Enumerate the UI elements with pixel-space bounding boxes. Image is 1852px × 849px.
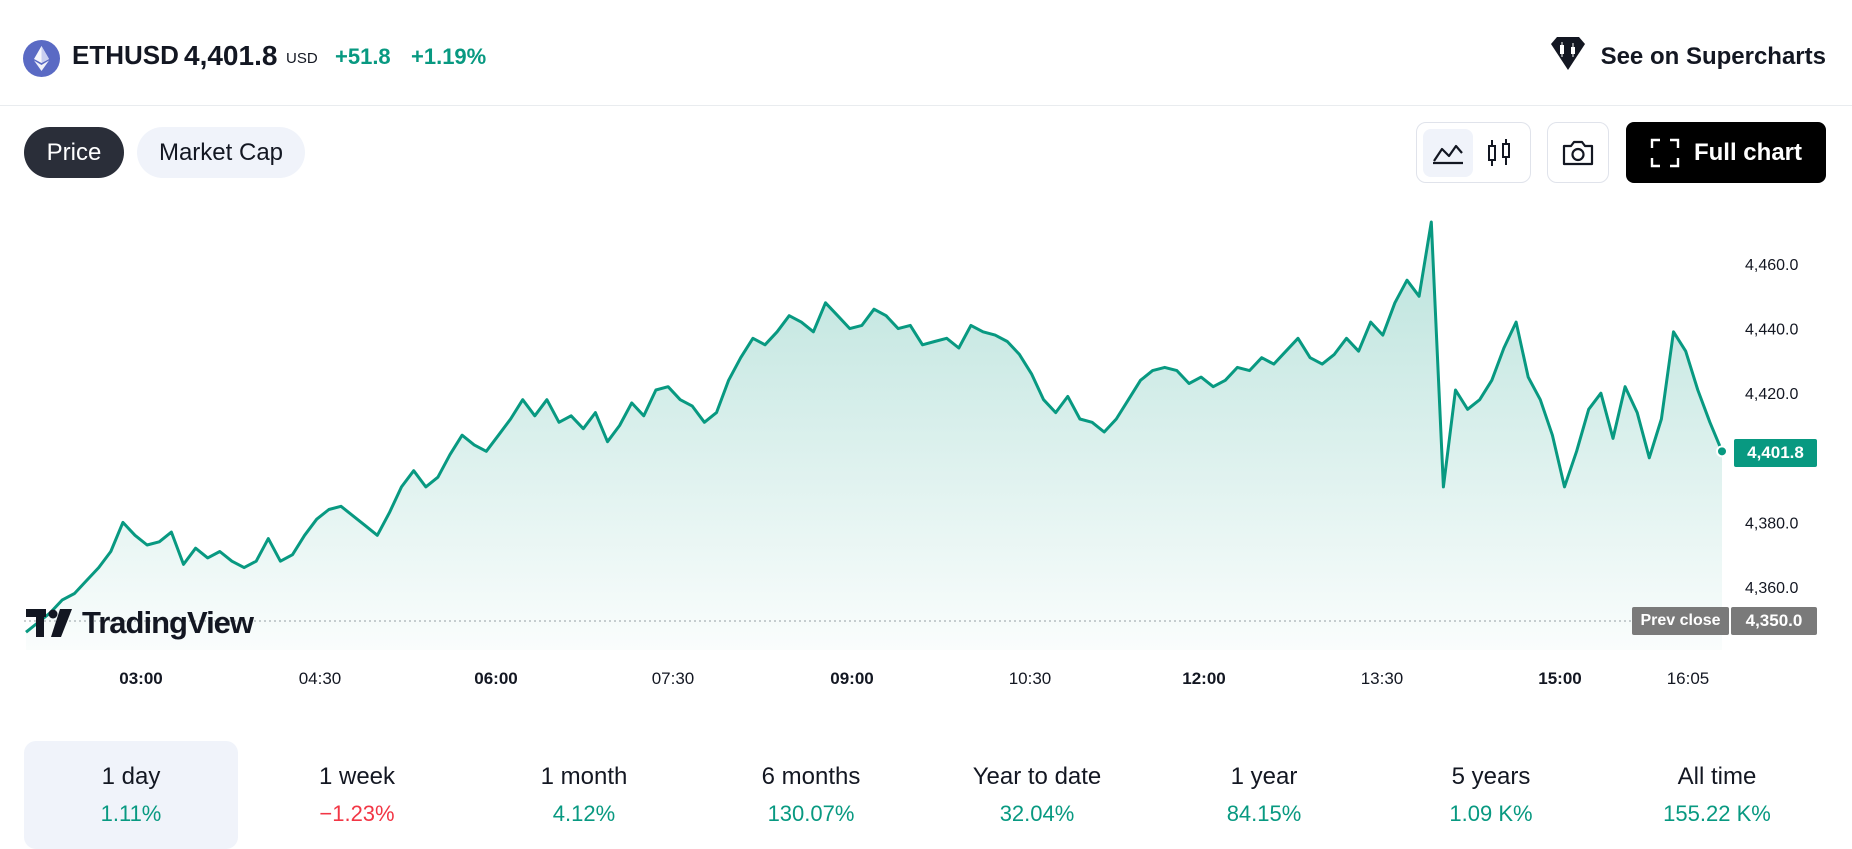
fullscreen-icon bbox=[1650, 138, 1680, 167]
currency-label: USD bbox=[286, 50, 318, 67]
period-change: 130.07% bbox=[767, 801, 855, 826]
x-tick-label: 13:30 bbox=[1361, 669, 1404, 688]
ethereum-icon bbox=[23, 40, 60, 77]
period-label: 5 years bbox=[1451, 763, 1531, 790]
line-chart-icon bbox=[1433, 144, 1463, 165]
period-1-week[interactable]: 1 week −1.23% bbox=[250, 741, 464, 849]
last-price: 4,401.8 bbox=[184, 40, 278, 71]
price-change: +51.8 bbox=[335, 44, 391, 69]
supercharts-label: See on Supercharts bbox=[1600, 42, 1826, 70]
y-tick-label: 4,380.0 bbox=[1745, 515, 1798, 532]
price-chart[interactable]: 4,460.04,440.04,420.04,400.04,380.04,360… bbox=[0, 190, 1852, 710]
period-1-month[interactable]: 1 month 4.12% bbox=[477, 741, 691, 849]
line-chart-button[interactable] bbox=[1423, 129, 1473, 177]
period-change: −1.23% bbox=[319, 801, 395, 826]
period-all-time[interactable]: All time 155.22 K% bbox=[1610, 741, 1824, 849]
y-tick-label: 4,360.0 bbox=[1745, 580, 1798, 597]
x-tick-label: 07:30 bbox=[652, 669, 695, 688]
tradingview-logo[interactable]: TradingView bbox=[26, 605, 254, 641]
period-change: 1.11% bbox=[100, 801, 162, 826]
period-label: All time bbox=[1677, 763, 1757, 790]
full-chart-label: Full chart bbox=[1693, 138, 1802, 166]
period-label: 6 months bbox=[761, 763, 861, 790]
candles-chart-button[interactable] bbox=[1475, 129, 1525, 177]
tab-market-cap[interactable]: Market Cap bbox=[137, 127, 305, 178]
x-tick-label: 15:00 bbox=[1538, 669, 1581, 688]
x-tick-label: 16:05 bbox=[1667, 669, 1710, 688]
x-tick-label: 03:00 bbox=[119, 669, 162, 688]
period-change: 4.12% bbox=[552, 801, 616, 826]
y-tick-label: 4,440.0 bbox=[1745, 322, 1798, 339]
chart-type-toggle bbox=[1416, 122, 1531, 183]
tradingview-mark-icon bbox=[26, 609, 72, 637]
x-tick-label: 12:00 bbox=[1182, 669, 1225, 688]
y-tick-label: 4,420.0 bbox=[1745, 386, 1798, 403]
tradingview-wordmark: TradingView bbox=[82, 605, 254, 640]
symbol-name: ETHUSD bbox=[72, 40, 179, 70]
see-on-supercharts-link[interactable]: See on Supercharts bbox=[1549, 36, 1826, 77]
x-tick-label: 09:00 bbox=[830, 669, 873, 688]
price-area bbox=[26, 222, 1722, 650]
period-change: 1.09 K% bbox=[1449, 801, 1533, 826]
symbol-header: ETHUSD 4,401.8 USD +51.8 +1.19% See on S… bbox=[0, 0, 1852, 106]
tab-price[interactable]: Price bbox=[24, 127, 124, 178]
period-label: Year to date bbox=[972, 763, 1102, 790]
prev-close-value: 4,350.0 bbox=[1731, 607, 1817, 635]
camera-icon bbox=[1562, 140, 1594, 165]
supercharts-icon bbox=[1549, 36, 1587, 77]
candles-icon bbox=[1488, 139, 1510, 166]
x-tick-label: 04:30 bbox=[299, 669, 342, 688]
full-chart-button[interactable]: Full chart bbox=[1626, 122, 1826, 183]
prev-close-label: Prev close bbox=[1632, 607, 1729, 635]
period-label: 1 week bbox=[318, 763, 396, 790]
period-1-year[interactable]: 1 year 84.15% bbox=[1157, 741, 1371, 849]
last-price-tag: 4,401.8 bbox=[1734, 439, 1817, 467]
period-5-years[interactable]: 5 years 1.09 K% bbox=[1384, 741, 1598, 849]
x-tick-label: 06:00 bbox=[474, 669, 517, 688]
period-label: 1 day bbox=[101, 763, 161, 790]
price-line bbox=[25, 220, 1724, 634]
period-6-months[interactable]: 6 months 130.07% bbox=[704, 741, 918, 849]
period-selector: 1 day 1.11% 1 week −1.23% 1 month 4.12% … bbox=[24, 741, 1828, 849]
period-label: 1 year bbox=[1230, 763, 1298, 790]
x-tick-label: 10:30 bbox=[1009, 669, 1052, 688]
snapshot-button[interactable] bbox=[1547, 122, 1609, 183]
price-change-percent: +1.19% bbox=[411, 44, 487, 69]
period-change: 32.04% bbox=[999, 801, 1075, 826]
period-1-day[interactable]: 1 day 1.11% bbox=[24, 741, 238, 849]
y-tick-label: 4,460.0 bbox=[1745, 257, 1798, 274]
period-label: 1 month bbox=[540, 763, 628, 790]
period-change: 84.15% bbox=[1226, 801, 1302, 826]
period-year-to-date[interactable]: Year to date 32.04% bbox=[930, 741, 1144, 849]
last-price-dot bbox=[1716, 445, 1728, 458]
period-change: 155.22 K% bbox=[1663, 801, 1771, 826]
